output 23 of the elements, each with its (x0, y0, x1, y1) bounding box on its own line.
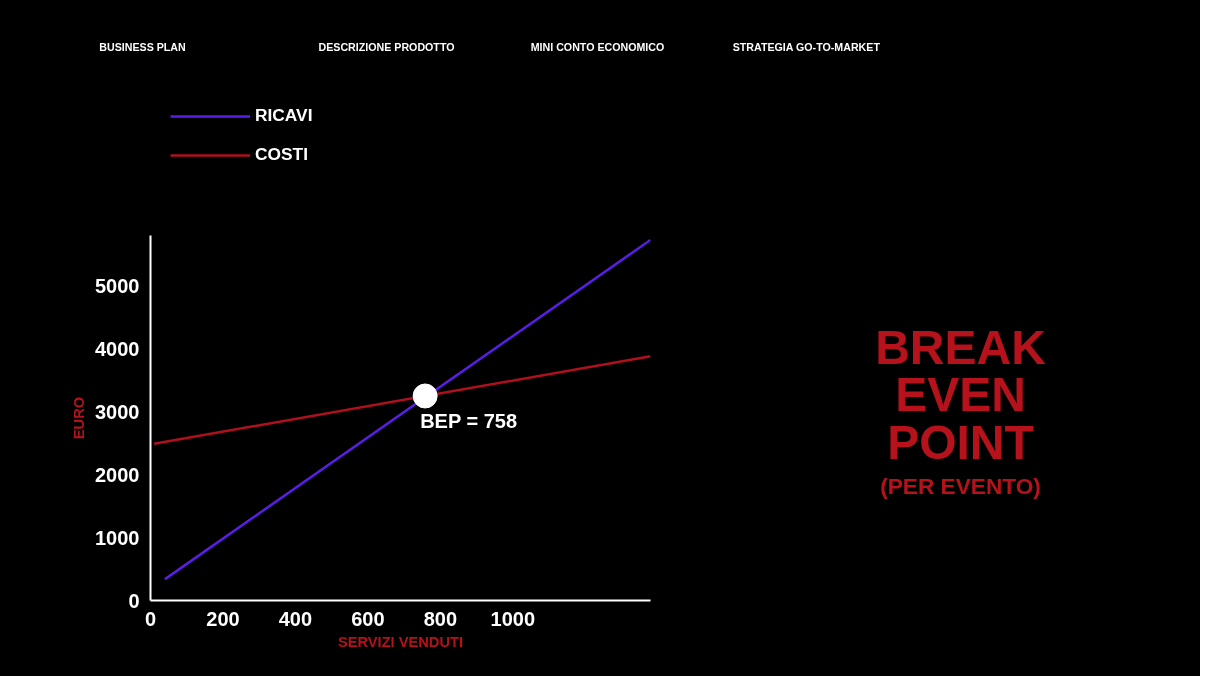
x-tick-label: 400 (278, 607, 313, 630)
y-tick-label: 1000 (95, 526, 140, 549)
legend-label: RICAVI (255, 105, 313, 126)
x-tick-label: 600 (351, 607, 385, 630)
legend-label: COSTI (255, 144, 308, 165)
text: (PER EVENTO) (880, 472, 1041, 499)
x-tick-label: 800 (423, 607, 458, 630)
x-axis-title: SERVIZI VENDUTI (337, 633, 464, 650)
text: BUSINESS PLAN (99, 40, 186, 53)
y-tick-label: 2000 (95, 463, 140, 486)
x-tick-label: 200 (206, 607, 240, 630)
text: STRATEGIA GO-TO-MARKET (732, 40, 881, 53)
text: MINI CONTO ECONOMICO (530, 40, 665, 53)
y-axis-title: EURO (71, 396, 88, 440)
y-tick-label: 0 (128, 589, 140, 612)
text: BREAK EVEN POINT (875, 320, 1047, 469)
y-tick-label: 4000 (95, 337, 140, 360)
y-tick-label: 5000 (95, 274, 140, 297)
text: DESCRIZIONE PRODOTTO (318, 40, 455, 53)
x-tick-label: 0 (144, 607, 157, 630)
x-tick-label: 1000 (490, 607, 536, 630)
y-tick-label: 3000 (95, 400, 140, 423)
annotation: BEP = 758 (420, 409, 518, 432)
